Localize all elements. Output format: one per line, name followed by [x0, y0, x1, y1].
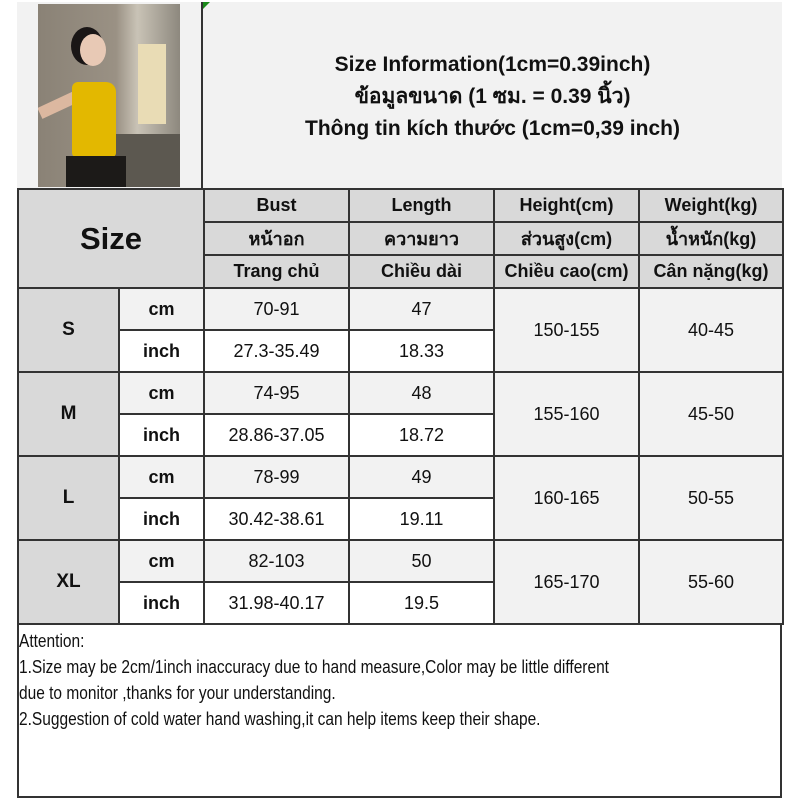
bust-cm: 82-103	[203, 539, 350, 583]
col-bust-vi: Trang chủ	[203, 254, 350, 289]
height-value: 165-170	[493, 539, 640, 625]
bust-inch: 31.98-40.17	[203, 581, 350, 625]
weight-value: 50-55	[638, 455, 784, 541]
attention-heading: Attention:	[19, 631, 85, 651]
weight-value: 40-45	[638, 287, 784, 373]
col-length-en: Length	[348, 188, 495, 223]
col-length-th: ความยาว	[348, 221, 495, 256]
unit-inch: inch	[118, 581, 205, 625]
length-cm: 49	[348, 455, 495, 499]
unit-cm: cm	[118, 371, 205, 415]
unit-inch: inch	[118, 497, 205, 541]
height-value: 160-165	[493, 455, 640, 541]
col-height-vi: Chiều cao(cm)	[493, 254, 640, 289]
length-cm: 48	[348, 371, 495, 415]
title-english: Size Information(1cm=0.39inch)	[334, 52, 651, 76]
weight-value: 55-60	[638, 539, 784, 625]
height-value: 150-155	[493, 287, 640, 373]
title-vietnamese: Thông tin kích thước (1cm=0,39 inch)	[305, 116, 680, 140]
unit-cm: cm	[118, 455, 205, 499]
photo-cell	[17, 2, 203, 189]
col-bust-th: หน้าอก	[203, 221, 350, 256]
attention-line-1-cont: due to monitor ,thanks for your understa…	[19, 683, 336, 703]
table-row-inch: inch 27.3-35.49 18.33	[18, 329, 783, 373]
size-label: M	[17, 371, 120, 457]
length-cm: 50	[348, 539, 495, 583]
table-row-inch: inch 28.86-37.05 18.72	[18, 413, 783, 457]
title-thai: ข้อมูลขนาด (1 ซม. = 0.39 นิ้ว)	[354, 84, 631, 108]
length-inch: 18.72	[348, 413, 495, 457]
col-height-th: ส่วนสูง(cm)	[493, 221, 640, 256]
bust-inch: 28.86-37.05	[203, 413, 350, 457]
bust-cm: 74-95	[203, 371, 350, 415]
col-weight-th: น้ำหนัก(kg)	[638, 221, 784, 256]
unit-cm: cm	[118, 539, 205, 583]
unit-inch: inch	[118, 329, 205, 373]
attention-notes: Attention: 1.Size may be 2cm/1inch inacc…	[19, 628, 780, 732]
unit-inch: inch	[118, 413, 205, 457]
size-label: XL	[17, 539, 120, 625]
attention-line-2: 2.Suggestion of cold water hand washing,…	[19, 709, 541, 729]
col-weight-vi: Cân nặng(kg)	[638, 254, 784, 289]
unit-cm: cm	[118, 287, 205, 331]
bust-cm: 78-99	[203, 455, 350, 499]
col-bust-en: Bust	[203, 188, 350, 223]
length-inch: 19.5	[348, 581, 495, 625]
size-label: S	[17, 287, 120, 373]
model-photo	[38, 4, 180, 187]
size-information-title: Size Information(1cm=0.39inch) ข้อมูลขนา…	[203, 2, 782, 189]
table-row-inch: inch 31.98-40.17 19.5	[18, 581, 783, 625]
col-weight-en: Weight(kg)	[638, 188, 784, 223]
table-row-inch: inch 30.42-38.61 19.11	[18, 497, 783, 541]
col-length-vi: Chiều dài	[348, 254, 495, 289]
length-inch: 18.33	[348, 329, 495, 373]
bust-inch: 30.42-38.61	[203, 497, 350, 541]
attention-line-1: 1.Size may be 2cm/1inch inaccuracy due t…	[19, 657, 609, 677]
weight-value: 45-50	[638, 371, 784, 457]
bust-inch: 27.3-35.49	[203, 329, 350, 373]
col-height-en: Height(cm)	[493, 188, 640, 223]
height-value: 155-160	[493, 371, 640, 457]
size-table: Size Bust Length Height(cm) Weight(kg) ห…	[17, 188, 784, 625]
bust-cm: 70-91	[203, 287, 350, 331]
length-cm: 47	[348, 287, 495, 331]
size-label: L	[17, 455, 120, 541]
table-row-cm: XL cm 82-103 50 165-170 55-60	[17, 539, 784, 625]
corner-marker	[203, 2, 210, 9]
size-header: Size	[17, 188, 205, 289]
length-inch: 19.11	[348, 497, 495, 541]
